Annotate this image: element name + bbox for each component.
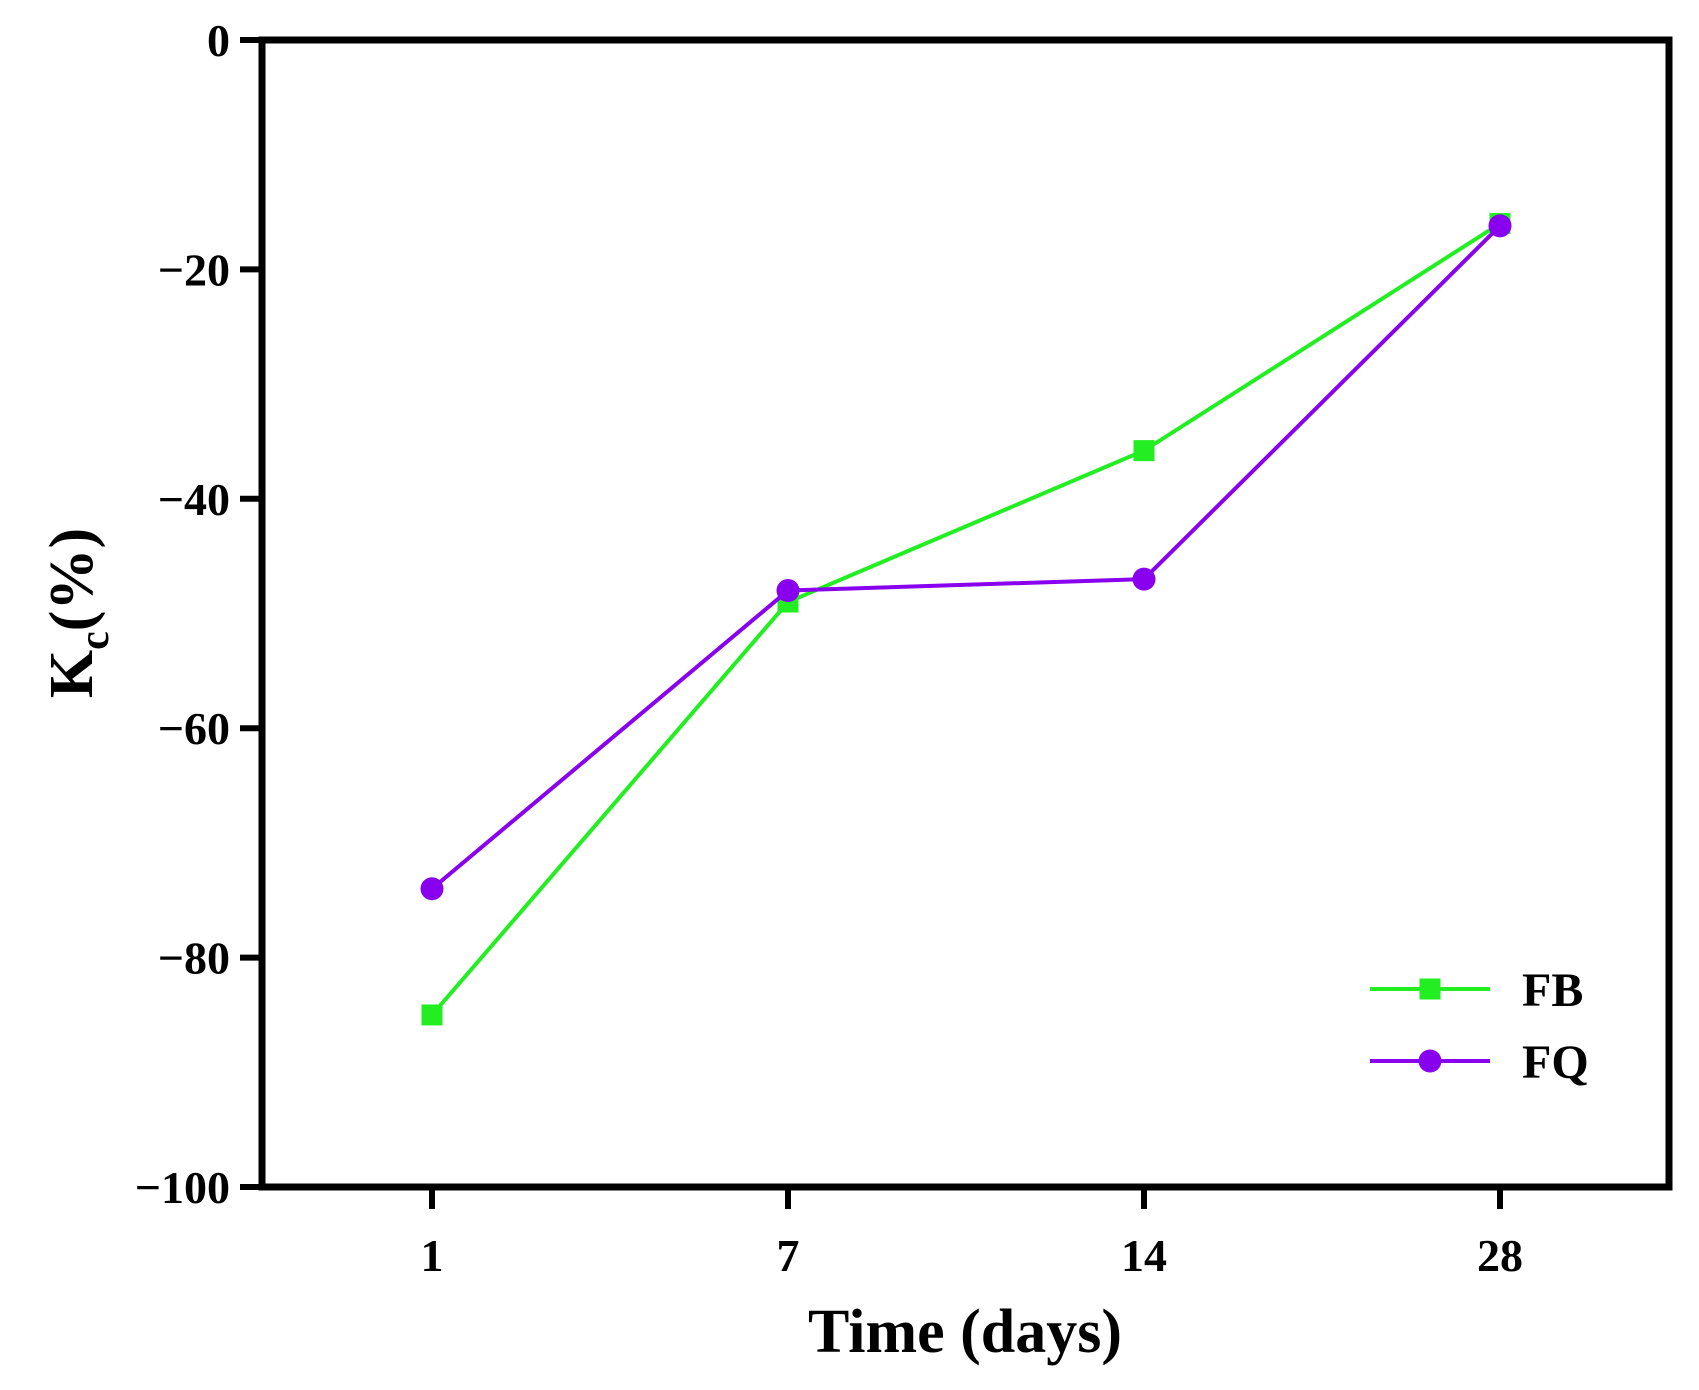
- x-tick-label: 7: [777, 1230, 800, 1281]
- series-line-fb: [430, 221, 1502, 1017]
- data-point-fb: [1133, 440, 1155, 462]
- x-axis-title: Time (days): [808, 1298, 1122, 1366]
- legend: FB FQ: [1370, 964, 1589, 1089]
- y-tick-label: −40: [158, 474, 230, 525]
- plot-frame: [258, 36, 1673, 1191]
- y-axis-title-subscript: c: [72, 631, 118, 650]
- data-point-fq: [420, 877, 444, 901]
- legend-marker-fq: [1418, 1049, 1442, 1073]
- y-axis-title-main: K: [38, 650, 106, 698]
- x-tick-label: 1: [421, 1230, 444, 1281]
- y-axis-title-suffix: (%): [38, 528, 106, 631]
- y-tick-label: −20: [158, 244, 230, 295]
- y-tick-label: −100: [135, 1162, 230, 1213]
- legend-marker-fb: [1419, 978, 1441, 1000]
- data-point-fq: [776, 579, 800, 603]
- y-axis-title: Kc(%): [38, 528, 118, 698]
- series-line-fq: [430, 224, 1502, 891]
- data-point-fq: [1132, 567, 1156, 591]
- y-axis: 0 −20 −40 −60 −80 −100: [135, 15, 262, 1213]
- series-layer: [420, 213, 1512, 1026]
- x-axis: 1 7 14 28: [421, 1187, 1523, 1281]
- x-tick-label: 28: [1477, 1230, 1523, 1281]
- data-point-fb: [421, 1004, 443, 1026]
- legend-label-fq: FQ: [1522, 1036, 1589, 1089]
- y-tick-label: −60: [158, 703, 230, 754]
- x-tick-label: 14: [1121, 1230, 1167, 1281]
- y-tick-label: 0: [207, 15, 230, 66]
- y-tick-label: −80: [158, 933, 230, 984]
- data-point-fq: [1488, 214, 1512, 238]
- legend-label-fb: FB: [1522, 964, 1583, 1017]
